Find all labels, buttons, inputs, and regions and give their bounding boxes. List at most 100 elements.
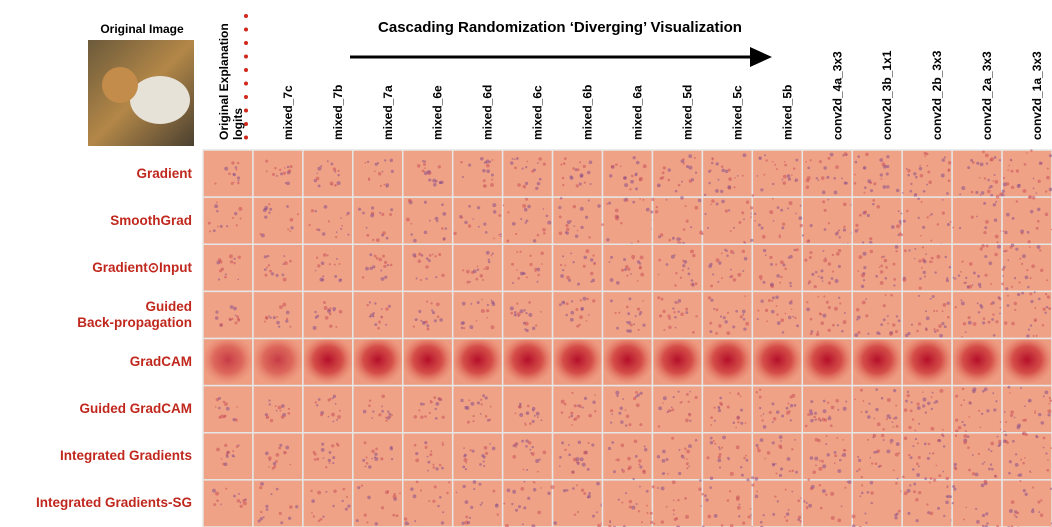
- speckle: [796, 324, 799, 327]
- speckle: [718, 456, 721, 459]
- heatmap: [254, 340, 302, 385]
- speckle: [763, 413, 765, 415]
- speckle: [290, 218, 294, 222]
- speckle: [993, 203, 996, 206]
- speckle: [981, 484, 985, 488]
- cell: [253, 150, 303, 197]
- speckle: [928, 180, 932, 184]
- speckle: [748, 515, 751, 518]
- speckle: [541, 419, 543, 421]
- cell: [852, 480, 902, 527]
- speckle: [213, 229, 216, 232]
- speckle: [469, 325, 473, 329]
- speckle: [924, 442, 927, 445]
- speckle: [1011, 186, 1014, 189]
- cell: [852, 197, 902, 244]
- speckle: [985, 220, 989, 224]
- speckle: [817, 296, 819, 298]
- speckle: [883, 439, 885, 441]
- speckle: [623, 258, 626, 261]
- speckle: [865, 410, 868, 413]
- speckle: [331, 413, 335, 417]
- speckle: [996, 436, 998, 438]
- speckle: [493, 237, 495, 239]
- speckle: [467, 521, 470, 524]
- speckle: [463, 447, 465, 449]
- speckle: [942, 435, 944, 437]
- cell: [203, 150, 253, 197]
- speckle: [1047, 459, 1049, 461]
- speckle: [435, 402, 439, 406]
- speckle: [381, 506, 384, 509]
- speckle: [790, 419, 792, 421]
- speckle: [908, 454, 910, 456]
- bucket: [130, 76, 190, 124]
- speckle: [1026, 334, 1030, 338]
- speckle: [910, 409, 913, 412]
- speckle: [218, 278, 220, 280]
- speckle: [642, 324, 645, 327]
- speckle: [580, 299, 582, 301]
- speckle: [482, 169, 486, 173]
- speckle: [984, 480, 987, 483]
- speckle: [918, 295, 920, 297]
- speckle: [490, 183, 494, 187]
- cell: [353, 433, 403, 480]
- speckle: [289, 464, 291, 466]
- title: Cascading Randomization ‘Diverging’ Visu…: [378, 19, 742, 36]
- speckle: [493, 210, 497, 214]
- speckle: [233, 307, 237, 311]
- speckle: [698, 487, 702, 491]
- speckle: [356, 519, 359, 522]
- speckle: [422, 160, 424, 162]
- speckle: [764, 458, 766, 460]
- speckle: [927, 171, 930, 174]
- speckle: [947, 223, 950, 226]
- speckle: [227, 451, 230, 454]
- speckle: [721, 165, 724, 168]
- speckle: [503, 204, 505, 206]
- speckle: [588, 414, 592, 418]
- speckle: [315, 401, 317, 403]
- speckle: [325, 491, 327, 493]
- speckle: [1045, 452, 1047, 454]
- speckle: [233, 258, 235, 260]
- speckle: [823, 166, 826, 169]
- speckle: [730, 472, 734, 476]
- speckle: [714, 514, 718, 518]
- speckle: [1029, 400, 1031, 402]
- speckle: [979, 194, 981, 196]
- speckle: [972, 472, 975, 475]
- speckle: [794, 317, 796, 319]
- speckle: [935, 400, 938, 403]
- speckle: [678, 299, 681, 302]
- cell: [353, 150, 403, 197]
- cells: [203, 149, 1052, 527]
- speckle: [955, 419, 958, 422]
- speckle: [932, 452, 934, 454]
- speckle: [639, 177, 643, 181]
- speckle: [841, 505, 843, 507]
- cell: [902, 197, 952, 244]
- speckle: [625, 492, 627, 494]
- speckle: [864, 513, 866, 515]
- speckle: [234, 212, 237, 215]
- speckle: [977, 302, 979, 304]
- speckle: [613, 470, 616, 473]
- speckle: [498, 214, 501, 217]
- speckle: [284, 167, 286, 169]
- speckle: [441, 274, 444, 277]
- speckle: [737, 273, 741, 277]
- speckle: [798, 216, 802, 220]
- speckle: [720, 315, 722, 317]
- speckle: [814, 285, 817, 288]
- speckle: [835, 165, 839, 169]
- speckle: [942, 158, 945, 161]
- speckle: [266, 508, 269, 511]
- speckle: [686, 450, 690, 454]
- speckle: [914, 193, 917, 196]
- speckle: [506, 239, 509, 242]
- speckle: [698, 199, 701, 202]
- speckle: [228, 172, 231, 175]
- speckle: [889, 332, 893, 336]
